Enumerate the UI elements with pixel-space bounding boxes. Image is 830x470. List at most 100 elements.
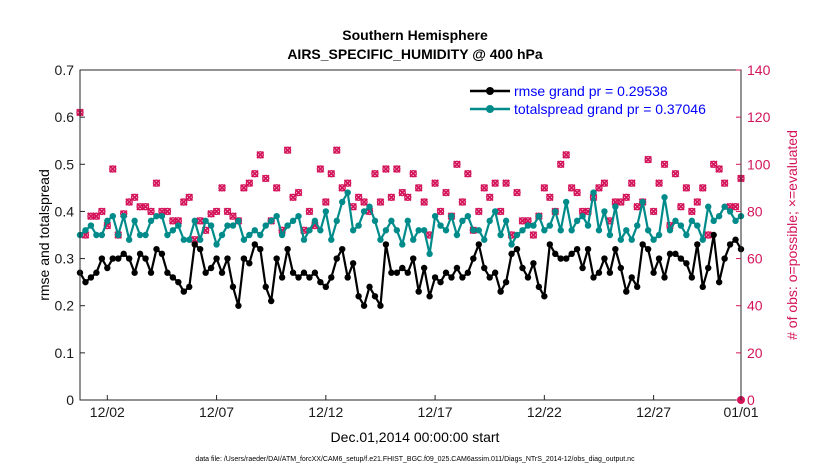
rmse-point <box>290 270 296 276</box>
rmse-point <box>448 274 454 280</box>
totalspread-point <box>426 251 432 257</box>
rmse-point <box>388 270 394 276</box>
legend: rmse grand pr = 0.29538 totalspread gran… <box>462 80 706 118</box>
chart-subtitle: AIRS_SPECIFIC_HUMIDITY @ 400 hPa <box>287 46 543 62</box>
totalspread-point <box>552 208 558 214</box>
rmse-point <box>547 241 553 247</box>
y-tick-label: 0.1 <box>55 345 75 361</box>
rmse-point <box>629 274 635 280</box>
rmse-point <box>153 246 159 252</box>
totalspread-point <box>481 237 487 243</box>
y-tick-label: 0.4 <box>55 203 75 219</box>
totalspread-point <box>334 218 340 224</box>
totalspread-point <box>257 232 263 238</box>
rmse-point <box>334 255 340 261</box>
totalspread-point <box>115 232 121 238</box>
totalspread-point <box>383 227 389 233</box>
y-tick-label: 0.5 <box>55 156 75 172</box>
totalspread-point <box>121 213 127 219</box>
rmse-point <box>170 274 176 280</box>
rmse-point <box>235 303 241 309</box>
totalspread-point <box>454 232 460 238</box>
rmse-point <box>312 270 318 276</box>
totalspread-point <box>208 222 214 228</box>
rmse-point <box>590 274 596 280</box>
x-tick-label: 12/02 <box>90 404 125 420</box>
y-tick-label: 0.2 <box>55 298 75 314</box>
rmse-point <box>716 279 722 285</box>
totalspread-point <box>590 189 596 195</box>
rmse-point <box>721 255 727 261</box>
totalspread-point <box>181 237 187 243</box>
totalspread-point <box>470 227 476 233</box>
totalspread-point <box>623 227 629 233</box>
totalspread-point <box>607 232 613 238</box>
x-tick-label: 12/27 <box>636 404 671 420</box>
totalspread-point <box>443 227 449 233</box>
y-tick-label: 0.7 <box>55 62 75 78</box>
totalspread-point <box>700 237 706 243</box>
rmse-point <box>383 241 389 247</box>
totalspread-point <box>88 222 94 228</box>
rmse-point <box>700 284 706 290</box>
totalspread-point <box>99 232 105 238</box>
rmse-point <box>197 246 203 252</box>
rmse-point <box>732 237 738 243</box>
rmse-point <box>131 270 137 276</box>
rmse-point <box>574 246 580 252</box>
x-tick-label: 12/07 <box>199 404 234 420</box>
totalspread-point <box>197 237 203 243</box>
totalspread-point <box>536 213 542 219</box>
totalspread-point <box>252 227 258 233</box>
rmse-point <box>476 241 482 247</box>
rmse-point <box>224 255 230 261</box>
rmse-point <box>596 270 602 276</box>
y-right-tick-label: 60 <box>747 251 763 267</box>
rmse-point <box>410 255 416 261</box>
totalspread-point <box>568 227 574 233</box>
totalspread-point <box>82 227 88 233</box>
rmse-point <box>355 293 361 299</box>
rmse-point <box>656 255 662 261</box>
rmse-point <box>295 274 301 280</box>
rmse-point <box>443 270 449 276</box>
rmse-point <box>137 251 143 257</box>
totalspread-point <box>492 208 498 214</box>
x-axis-label: Dec.01,2014 00:00:00 start <box>331 429 500 445</box>
y-axis-right-label: # of obs: o=possible; ×=evaluated <box>784 130 800 340</box>
rmse-point <box>645 246 651 252</box>
y-right-tick-label: 80 <box>747 203 763 219</box>
totalspread-point <box>672 218 678 224</box>
rmse-point <box>99 255 105 261</box>
totalspread-point <box>661 194 667 200</box>
rmse-point <box>192 241 198 247</box>
totalspread-point <box>219 232 225 238</box>
rmse-point <box>148 270 154 276</box>
totalspread-point <box>268 218 274 224</box>
rmse-point <box>164 270 170 276</box>
totalspread-point <box>465 213 471 219</box>
rmse-point <box>437 279 443 285</box>
rmse-point <box>142 255 148 261</box>
rmse-point <box>618 265 624 271</box>
x-tick-label: 12/12 <box>308 404 343 420</box>
rmse-point <box>514 246 520 252</box>
rmse-point <box>727 241 733 247</box>
rmse-point <box>273 255 279 261</box>
rmse-point <box>563 255 569 261</box>
x-tick-label: 12/17 <box>418 404 453 420</box>
totalspread-point <box>579 213 585 219</box>
rmse-point <box>705 265 711 271</box>
totalspread-point <box>601 208 607 214</box>
rmse-point <box>487 274 493 280</box>
rmse-point <box>481 265 487 271</box>
rmse-point <box>306 274 312 280</box>
totalspread-point <box>727 208 733 214</box>
totalspread-point <box>159 213 165 219</box>
rmse-point <box>115 255 121 261</box>
rmse-point <box>672 251 678 257</box>
rmse-point <box>175 279 181 285</box>
y-right-tick-label: 120 <box>747 109 771 125</box>
totalspread-point <box>224 222 230 228</box>
rmse-point <box>202 270 208 276</box>
